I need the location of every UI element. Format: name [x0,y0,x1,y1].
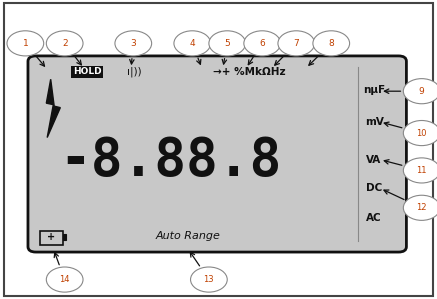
Circle shape [209,31,246,56]
Text: DC: DC [366,183,382,193]
Text: 6: 6 [259,39,265,48]
Text: Auto Range: Auto Range [156,231,220,241]
Text: +: + [47,232,55,242]
Bar [63,234,66,240]
Circle shape [313,31,350,56]
Text: HOLD: HOLD [73,67,102,76]
Text: 12: 12 [416,203,427,212]
FancyBboxPatch shape [28,56,406,252]
Circle shape [278,31,315,56]
Text: 8: 8 [328,39,334,48]
Text: nμF: nμF [363,85,385,95]
Text: 1: 1 [22,39,28,48]
Text: 14: 14 [59,275,70,284]
Circle shape [403,158,437,183]
Bar [40,231,63,245]
Polygon shape [46,79,60,138]
Circle shape [174,31,211,56]
Circle shape [7,31,44,56]
Text: ı|)): ı|)) [127,66,142,77]
Text: 7: 7 [293,39,299,48]
Text: -8.88.8: -8.88.8 [59,135,281,187]
Circle shape [244,31,281,56]
Circle shape [46,267,83,292]
Text: 11: 11 [416,166,427,175]
Text: AC: AC [366,213,382,223]
Circle shape [46,31,83,56]
Text: 4: 4 [190,39,195,48]
Circle shape [191,267,227,292]
Circle shape [115,31,152,56]
Circle shape [403,195,437,220]
Text: mV: mV [364,117,384,127]
Text: VA: VA [367,155,382,165]
Text: 13: 13 [204,275,214,284]
FancyBboxPatch shape [4,3,433,296]
Circle shape [403,120,437,146]
Text: 2: 2 [62,39,67,48]
Text: 3: 3 [130,39,136,48]
Circle shape [403,79,437,104]
Text: →+ %MkΩHz: →+ %MkΩHz [213,67,285,77]
Text: 5: 5 [224,39,230,48]
Text: 9: 9 [419,87,425,96]
Text: 10: 10 [416,129,427,138]
